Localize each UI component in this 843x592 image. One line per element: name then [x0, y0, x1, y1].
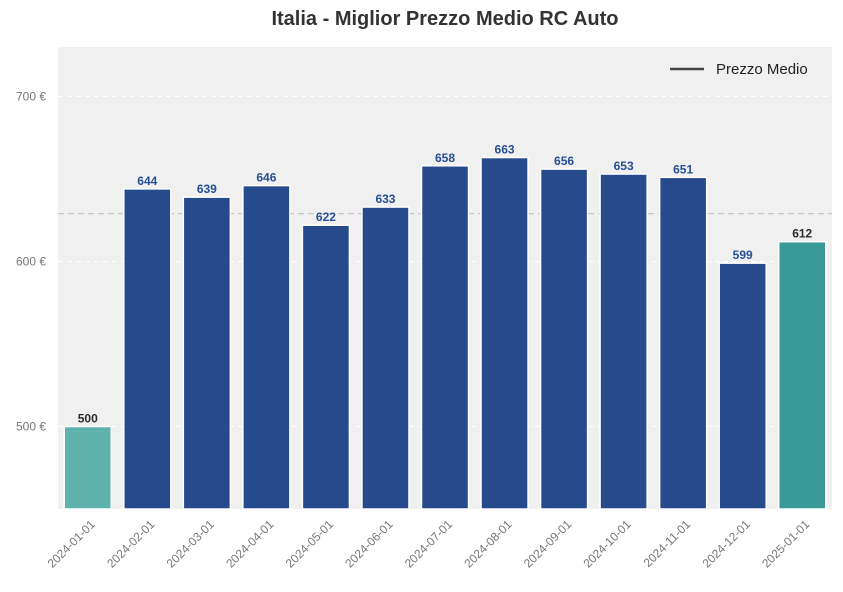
- bar: [777, 240, 827, 510]
- bar: [718, 262, 767, 510]
- bar-value-labels: 500 644 639 646 622 633 658 663 656 653 651 599 612: [78, 143, 813, 426]
- x-tick-label: 2024-06-01: [342, 517, 396, 571]
- bar: [361, 206, 410, 510]
- bar-value-label: 639: [197, 182, 217, 196]
- bar-value-label: 599: [733, 248, 753, 262]
- bar: [480, 156, 529, 510]
- bar-value-label: 663: [495, 143, 515, 157]
- x-tick-label: 2024-02-01: [104, 517, 158, 571]
- bar-value-label: 646: [256, 171, 276, 185]
- bar: [182, 196, 232, 510]
- bar: [123, 188, 172, 510]
- legend-label: Prezzo Medio: [716, 61, 808, 78]
- bar-value-label: 612: [792, 227, 812, 241]
- y-tick-label: 700 €: [16, 90, 46, 104]
- bar-value-label: 644: [137, 174, 157, 188]
- x-tick-label: 2024-10-01: [580, 517, 634, 571]
- y-tick-label: 500 €: [16, 420, 46, 434]
- x-tick-label: 2024-03-01: [164, 517, 218, 571]
- bar: [242, 184, 291, 510]
- bar: [539, 168, 589, 510]
- y-tick-label: 600 €: [16, 255, 46, 269]
- x-tick-label: 2024-01-01: [45, 517, 99, 571]
- bar-value-label: 653: [614, 159, 634, 173]
- x-tick-label: 2024-08-01: [461, 517, 515, 571]
- x-tick-label: 2024-07-01: [402, 517, 456, 571]
- legend: Prezzo Medio: [670, 61, 808, 78]
- x-tick-label: 2024-11-01: [641, 517, 694, 570]
- bar: [301, 224, 351, 510]
- bar: [599, 173, 648, 510]
- bar-value-label: 656: [554, 154, 574, 168]
- x-tick-label: 2024-04-01: [223, 517, 277, 571]
- bars: [63, 156, 827, 510]
- bar-value-label: 658: [435, 151, 455, 165]
- x-tick-label: 2024-05-01: [283, 517, 337, 571]
- bar-value-label: 500: [78, 412, 98, 426]
- y-axis-ticks: 500 € 600 € 700 €: [16, 90, 46, 434]
- bar: [63, 425, 113, 510]
- bar-value-label: 622: [316, 210, 336, 224]
- chart-title: Italia - Miglior Prezzo Medio RC Auto: [271, 8, 618, 30]
- x-axis-ticks: 2024-01-01 2024-02-01 2024-03-01 2024-04-01…: [45, 517, 813, 571]
- x-tick-label: 2024-12-01: [700, 517, 754, 571]
- bar-value-label: 633: [375, 192, 395, 206]
- bar: [420, 165, 470, 510]
- x-tick-label: 2024-09-01: [521, 517, 575, 571]
- bar-value-label: 651: [673, 162, 693, 176]
- bar: [658, 176, 708, 510]
- x-tick-label: 2025-01-01: [759, 517, 813, 571]
